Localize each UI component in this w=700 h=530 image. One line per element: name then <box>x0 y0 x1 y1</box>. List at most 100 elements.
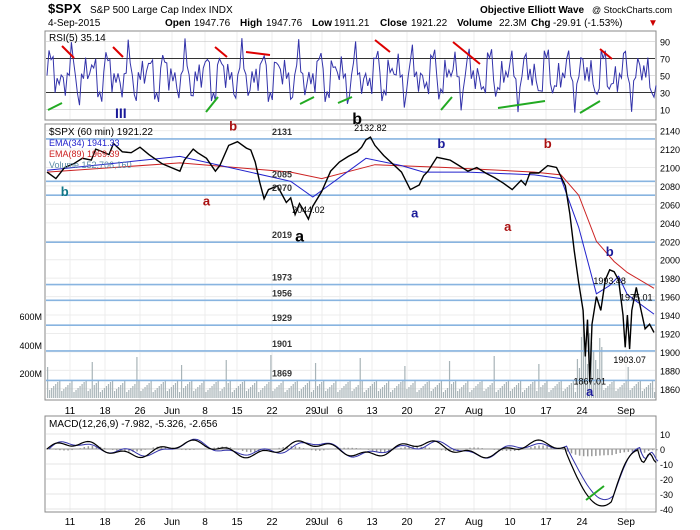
volume-bar <box>621 385 622 398</box>
ema34-legend: EMA(34) 1941.33 <box>49 138 120 148</box>
volume-bar <box>613 380 614 398</box>
macd-histogram-bar <box>238 449 240 450</box>
macd-histogram-bar <box>88 446 90 449</box>
macd-histogram-bar <box>343 448 345 449</box>
volume-bar <box>179 392 180 398</box>
volume-bar <box>53 386 54 398</box>
volume-bar <box>71 381 72 398</box>
volume-bar <box>61 391 62 398</box>
volume-bar <box>488 387 489 398</box>
volume-bar <box>465 383 466 398</box>
price-tick-label: 2100 <box>660 163 680 173</box>
volume-bar <box>151 381 152 398</box>
volume-bar <box>303 387 304 398</box>
volume-bar <box>512 389 513 398</box>
macd-histogram-bar <box>429 448 431 449</box>
wave-label: b <box>544 136 552 151</box>
volume-bar <box>79 386 80 398</box>
volume-bar <box>73 392 74 398</box>
macd-histogram-bar <box>571 449 573 453</box>
volume-bar <box>282 381 283 398</box>
x-tick-label-bottom: 20 <box>401 517 413 528</box>
volume-bar <box>451 384 452 398</box>
rsi-level-label: 90 <box>660 38 670 48</box>
ohlc-readout: Open 1947.76 High 1947.76 Low 1911.21 Cl… <box>165 18 658 29</box>
volume-bar <box>130 388 131 398</box>
low-value: 1911.21 <box>334 18 370 29</box>
volume-bar <box>536 391 537 398</box>
volume-bar <box>532 382 533 398</box>
volume-bar <box>390 392 391 398</box>
rsi-level-label: 50 <box>660 72 670 82</box>
volume-axis-label: 600M <box>19 312 42 322</box>
volume-bar <box>461 387 462 398</box>
volume-bar <box>75 390 76 398</box>
volume-bar <box>406 389 407 398</box>
wave-label: a <box>203 193 211 208</box>
price-tick-label: 2040 <box>660 219 680 229</box>
price-tick-label: 1880 <box>660 366 680 376</box>
volume-bar <box>555 386 556 398</box>
volume-bar <box>295 382 296 398</box>
x-tick-label-bottom: 18 <box>99 517 111 528</box>
macd-histogram-bar <box>433 448 435 449</box>
volume-bar <box>256 381 257 398</box>
macd-histogram-bar <box>55 449 57 450</box>
volume-bar <box>153 392 154 398</box>
volume-bar <box>250 387 251 398</box>
volume-bar <box>134 384 135 398</box>
x-tick-label-mid: 15 <box>231 406 243 417</box>
macd-histogram-bar <box>347 448 349 449</box>
volume-bar <box>603 390 604 398</box>
volume-bar <box>506 382 507 398</box>
volume-bar <box>218 380 219 398</box>
x-tick-label-bottom: 17 <box>540 517 552 528</box>
wave-label: a <box>586 384 594 399</box>
volume-bar <box>155 390 156 398</box>
x-tick-label-bottom: Aug <box>465 517 483 528</box>
volume-bar <box>136 357 137 398</box>
volume-bar <box>611 382 612 398</box>
rsi-legend: RSI(5) 35.14 <box>49 33 106 44</box>
macd-histogram-bar <box>607 449 609 455</box>
volume-bar <box>540 387 541 398</box>
chg-value: -29.91 (-1.53%) <box>553 18 622 29</box>
macd-histogram-bar <box>481 448 483 449</box>
volume-bar <box>169 389 170 398</box>
volume-bar <box>490 385 491 398</box>
volume-bar <box>640 380 641 398</box>
high-label: High <box>240 18 262 29</box>
volume-bar <box>356 387 357 398</box>
wave-iii-label: III <box>115 105 127 121</box>
macd-histogram-bar <box>538 446 540 449</box>
volume-bar <box>358 385 359 398</box>
macd-level-label: -30 <box>660 490 673 500</box>
volume-bar <box>205 392 206 398</box>
volume-bar <box>524 390 525 398</box>
volume-bar <box>557 384 558 398</box>
volume-bar <box>650 383 651 398</box>
macd-histogram-bar <box>282 447 284 449</box>
volume-bar <box>619 387 620 398</box>
price-legend-title: $SPX (60 min) 1921.22 <box>49 127 153 138</box>
macd-histogram-bar <box>79 448 81 449</box>
volume-bar <box>439 383 440 398</box>
volume-bar <box>126 392 127 398</box>
open-value: 1947.76 <box>194 18 231 29</box>
x-tick-label-bottom: 27 <box>434 517 446 528</box>
wave-label: b <box>606 244 614 259</box>
volume-bar <box>213 384 214 398</box>
volume-bar <box>412 383 413 398</box>
macd-level-label: -20 <box>660 475 673 485</box>
volume-bar <box>215 382 216 398</box>
volume-bar <box>238 386 239 398</box>
volume-bar <box>266 384 267 398</box>
macd-level-label: 0 <box>660 445 665 455</box>
price-annotation: 1903.07 <box>613 355 646 365</box>
volume-bar <box>165 380 166 398</box>
x-tick-label-mid: 6 <box>337 406 343 417</box>
volume-bar <box>84 382 85 398</box>
volume-bar <box>492 383 493 398</box>
volume-bar <box>224 387 225 398</box>
